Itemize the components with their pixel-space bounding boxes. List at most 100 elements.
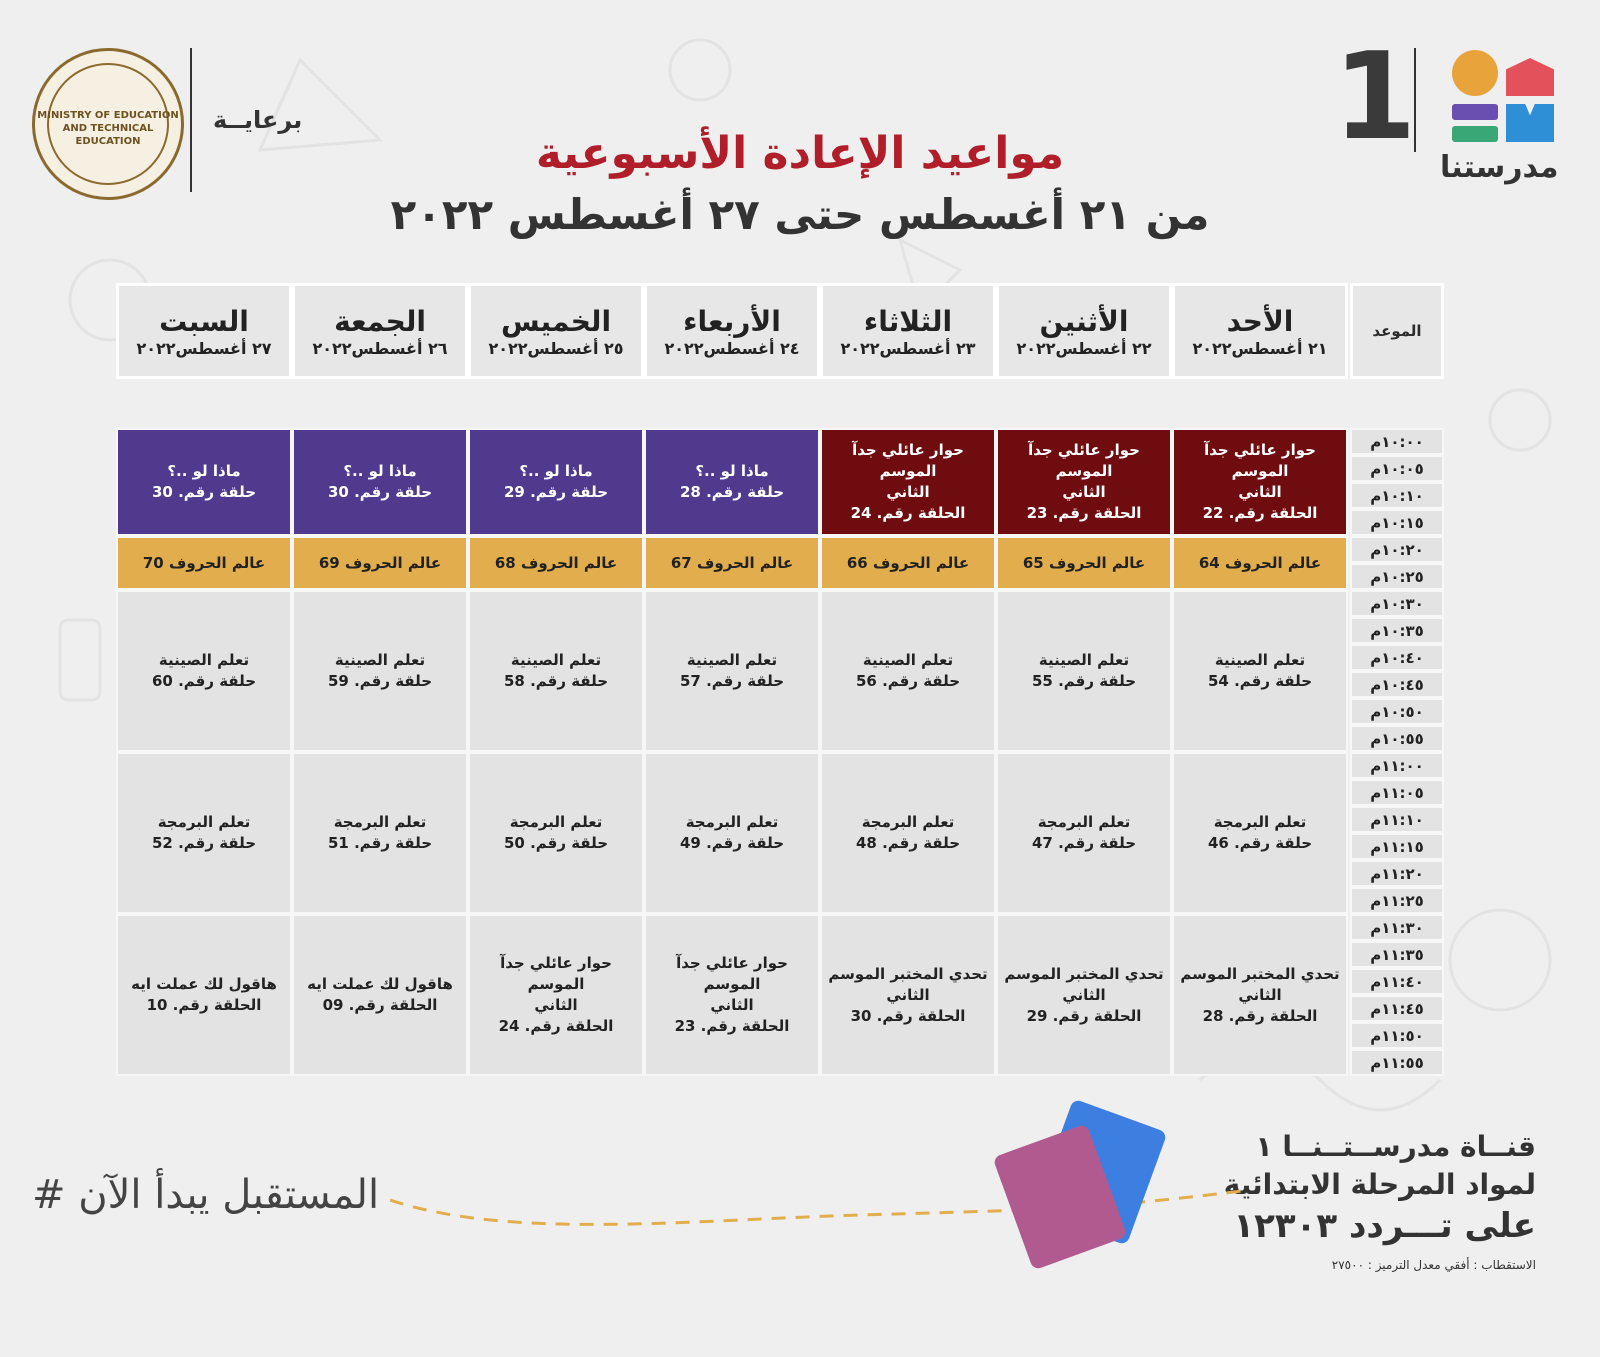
time-slot: ١١:٤٠م	[1350, 968, 1444, 995]
program-title: حوار عائلي جدآ الموسم الثاني الحلقة رقم.…	[850, 441, 966, 522]
day-date: ٢٤ أغسطس٢٠٢٢	[664, 338, 800, 358]
time-slot: ١١:٥٠م	[1350, 1022, 1444, 1049]
time-slot-label: ١٠:٥٥م	[1370, 729, 1424, 748]
time-slot-label: ١١:٢٠م	[1370, 864, 1424, 883]
day-name: الأحد	[1226, 304, 1294, 338]
day-header: الأثنين ٢٢ أغسطس٢٠٢٢	[996, 283, 1172, 379]
time-slot: ١٠:٢٥م	[1350, 563, 1444, 590]
time-slot: ١٠:٠٠م	[1350, 428, 1444, 455]
day-header: الثلاثاء ٢٣ أغسطس٢٠٢٢	[820, 283, 996, 379]
time-slot-label: ١١:٤٥م	[1370, 999, 1424, 1018]
seal-text: MINISTRY OF EDUCATION AND TECHNICAL EDUC…	[37, 110, 179, 147]
footer-channel-line: قنــاة مدرســتــنــا ١	[1256, 1130, 1537, 1163]
program-title: تعلم الصينية حلقة رقم. 59	[327, 651, 433, 690]
time-slot-label: ١٠:٢٠م	[1370, 540, 1424, 559]
program-title: عالم الحروف 68	[494, 553, 618, 572]
program-title: تعلم البرمجة حلقة رقم. 52	[151, 813, 257, 852]
logo-bar-purple	[1452, 104, 1498, 120]
program-cell: تعلم الصينية حلقة رقم. 54	[1172, 590, 1348, 752]
program-title: تحدي المختبر الموسم الثاني الحلقة رقم. 2…	[1004, 964, 1164, 1025]
time-slot-label: ١٠:٣٥م	[1370, 621, 1424, 640]
time-slot: ١٠:٢٠م	[1350, 536, 1444, 563]
footer-frequency-line: على تـــردد ١٢٣٠٣	[1233, 1206, 1536, 1246]
day-date: ٢٦ أغسطس٢٠٢٢	[312, 338, 448, 358]
program-title: ماذا لو ..؟ حلقة رقم. 28	[679, 462, 785, 501]
program-cell: عالم الحروف 68	[468, 536, 644, 590]
program-cell: تعلم الصينية حلقة رقم. 60	[116, 590, 292, 752]
day-header: الأربعاء ٢٤ أغسطس٢٠٢٢	[644, 283, 820, 379]
header-divider-left	[190, 48, 192, 192]
day-name: الثلاثاء	[863, 304, 953, 338]
time-slot: ١٠:١٥م	[1350, 509, 1444, 536]
program-title: عالم الحروف 67	[670, 553, 794, 572]
time-slot-label: ١١:٠٠م	[1370, 756, 1424, 775]
time-slot: ١١:١٠م	[1350, 806, 1444, 833]
logo-name: مدرستنا	[1440, 150, 1559, 185]
footer-channel-text: قنــاة مدرســتــنــا ١	[1255, 1130, 1537, 1163]
time-slot-label: ١٠:٢٥م	[1370, 567, 1424, 586]
time-slot-label: ١١:٥٥م	[1370, 1053, 1424, 1072]
time-slot-label: ١١:٣٠م	[1370, 918, 1424, 937]
program-title: عالم الحروف 65	[1022, 553, 1146, 572]
program-title: تعلم الصينية حلقة رقم. 55	[1031, 651, 1137, 690]
program-title: عالم الحروف 70	[142, 553, 266, 572]
time-slot-label: ١١:٥٠م	[1370, 1026, 1424, 1045]
program-title: عالم الحروف 69	[318, 553, 442, 572]
program-cell: هاقول لك عملت ايه الحلقة رقم. 09	[292, 914, 468, 1076]
time-slot: ١١:٢٥م	[1350, 887, 1444, 914]
time-slot: ١١:٣٠م	[1350, 914, 1444, 941]
day-name: الأربعاء	[683, 304, 781, 338]
time-slot: ١٠:٤٠م	[1350, 644, 1444, 671]
program-cell: حوار عائلي جدآ الموسم الثاني الحلقة رقم.…	[820, 428, 996, 536]
books-illustration	[992, 1098, 1168, 1271]
time-slot-label: ١٠:٥٠م	[1370, 702, 1424, 721]
day-date: ٢١ أغسطس٢٠٢٢	[1192, 338, 1328, 358]
program-cell: حوار عائلي جدآ الموسم الثاني الحلقة رقم.…	[1172, 428, 1348, 536]
program-title: تعلم البرمجة حلقة رقم. 47	[1031, 813, 1137, 852]
program-cell: تعلم البرمجة حلقة رقم. 52	[116, 752, 292, 914]
program-title: تعلم الصينية حلقة رقم. 60	[151, 651, 257, 690]
time-slot: ١٠:٥٥م	[1350, 725, 1444, 752]
program-title: حوار عائلي جدآ الموسم الثاني الحلقة رقم.…	[674, 954, 790, 1035]
logo-bar-green	[1452, 126, 1498, 142]
day-header: الجمعة ٢٦ أغسطس٢٠٢٢	[292, 283, 468, 379]
ministry-seal: MINISTRY OF EDUCATION AND TECHNICAL EDUC…	[32, 48, 184, 200]
program-cell: ماذا لو ..؟ حلقة رقم. 28	[644, 428, 820, 536]
program-title: عالم الحروف 66	[846, 553, 970, 572]
time-column-header-label: الموعد	[1372, 322, 1422, 340]
time-slot-label: ١٠:٠٥م	[1370, 459, 1424, 478]
day-header: السبت ٢٧ أغسطس٢٠٢٢	[116, 283, 292, 379]
program-title: تعلم البرمجة حلقة رقم. 46	[1207, 813, 1313, 852]
time-slot-label: ١٠:١٥م	[1370, 513, 1424, 532]
day-name: الخميس	[500, 304, 612, 338]
program-title: تعلم الصينية حلقة رقم. 54	[1207, 651, 1313, 690]
time-slot: ١١:٤٥م	[1350, 995, 1444, 1022]
footer-subjects-line: لمواد المرحلة الابتدائية	[1223, 1168, 1536, 1201]
time-slot-label: ١١:٤٠م	[1370, 972, 1424, 991]
program-cell: عالم الحروف 65	[996, 536, 1172, 590]
footer-polarization-line: الاستقطاب : أفقي معدل الترميز : ٢٧٥٠٠	[1331, 1258, 1536, 1272]
day-header: الأحد ٢١ أغسطس٢٠٢٢	[1172, 283, 1348, 379]
program-title: هاقول لك عملت ايه الحلقة رقم. 09	[307, 975, 453, 1014]
day-date: ٢٧ أغسطس٢٠٢٢	[136, 338, 272, 358]
day-name: الجمعة	[334, 304, 426, 338]
time-slot: ١١:٠٥م	[1350, 779, 1444, 806]
program-cell: تعلم البرمجة حلقة رقم. 49	[644, 752, 820, 914]
day-name: السبت	[159, 304, 249, 338]
program-cell: عالم الحروف 67	[644, 536, 820, 590]
program-title: ماذا لو ..؟ حلقة رقم. 30	[327, 462, 433, 501]
hashtag-slogan: # المستقبل يبدأ الآن	[32, 1172, 380, 1218]
program-cell: عالم الحروف 70	[116, 536, 292, 590]
day-name: الأثنين	[1039, 304, 1129, 338]
time-column-header: الموعد	[1350, 283, 1444, 379]
program-cell: تحدي المختبر الموسم الثاني الحلقة رقم. 2…	[996, 914, 1172, 1076]
time-slot: ١٠:٣٠م	[1350, 590, 1444, 617]
program-title: حوار عائلي جدآ الموسم الثاني الحلقة رقم.…	[1026, 441, 1142, 522]
program-cell: ماذا لو ..؟ حلقة رقم. 29	[468, 428, 644, 536]
program-title: تعلم البرمجة حلقة رقم. 51	[327, 813, 433, 852]
seal-ring	[47, 63, 169, 185]
program-title: تحدي المختبر الموسم الثاني الحلقة رقم. 2…	[1180, 964, 1340, 1025]
time-slot: ١٠:٥٠م	[1350, 698, 1444, 725]
time-slot: ١١:٥٥م	[1350, 1049, 1444, 1076]
program-title: تحدي المختبر الموسم الثاني الحلقة رقم. 3…	[828, 964, 988, 1025]
